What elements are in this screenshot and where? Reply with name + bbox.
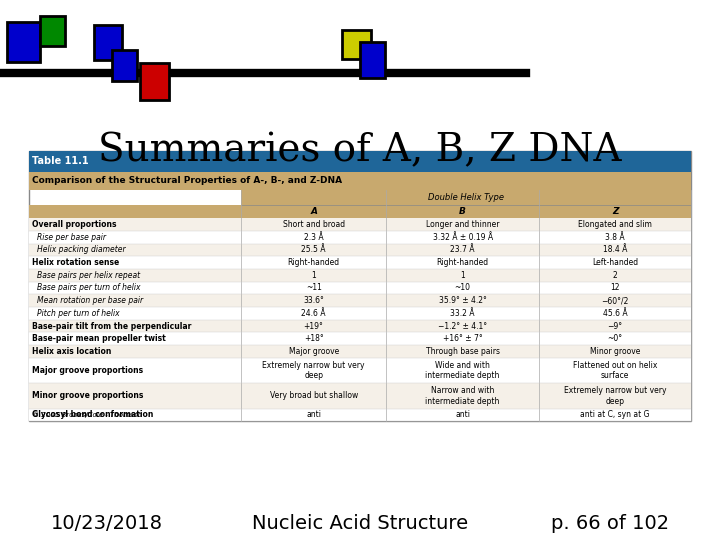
- Text: Narrow and with
intermediate depth: Narrow and with intermediate depth: [426, 386, 500, 406]
- Text: Summaries of A, B, Z DNA: Summaries of A, B, Z DNA: [98, 133, 622, 170]
- Text: Pitch per turn of helix: Pitch per turn of helix: [37, 309, 120, 318]
- Text: p. 66 of 102: p. 66 of 102: [552, 514, 670, 534]
- Bar: [140, 63, 169, 100]
- Text: Table 11.1: Table 11.1: [32, 157, 89, 166]
- Bar: [29, 294, 691, 307]
- Bar: [29, 383, 691, 408]
- Text: ~0°: ~0°: [608, 334, 623, 343]
- Text: Longer and thinner: Longer and thinner: [426, 220, 500, 229]
- Text: Mean rotation per base pair: Mean rotation per base pair: [37, 296, 143, 305]
- Text: 35.9° ± 4.2°: 35.9° ± 4.2°: [438, 296, 487, 305]
- Text: +18°: +18°: [304, 334, 323, 343]
- Text: 1: 1: [460, 271, 465, 280]
- Text: ~10: ~10: [454, 284, 471, 293]
- Text: Major groove: Major groove: [289, 347, 338, 356]
- Text: 18.4 Å: 18.4 Å: [603, 245, 627, 254]
- Text: Glycosyl bond conformation: Glycosyl bond conformation: [32, 410, 154, 420]
- Text: Minor groove: Minor groove: [590, 347, 640, 356]
- Bar: [29, 231, 691, 244]
- Text: Base-pair mean propeller twist: Base-pair mean propeller twist: [32, 334, 166, 343]
- Bar: [29, 218, 691, 231]
- Text: 3.32 Å ± 0.19 Å: 3.32 Å ± 0.19 Å: [433, 233, 492, 242]
- Text: Very broad but shallow: Very broad but shallow: [269, 392, 358, 400]
- Text: Wide and with
intermediate depth: Wide and with intermediate depth: [426, 361, 500, 380]
- Text: 25.5 Å: 25.5 Å: [302, 245, 326, 254]
- Bar: [29, 307, 691, 320]
- Text: 1: 1: [311, 271, 316, 280]
- Text: Flattened out on helix
surface: Flattened out on helix surface: [573, 361, 657, 380]
- Text: ~11: ~11: [306, 284, 322, 293]
- Text: Extremely narrow but very
deep: Extremely narrow but very deep: [262, 361, 365, 380]
- Text: © 2005 Brooks/Cole - Thomson: © 2005 Brooks/Cole - Thomson: [32, 412, 143, 418]
- Text: Nucleic Acid Structure: Nucleic Acid Structure: [252, 514, 468, 534]
- Bar: [29, 345, 691, 357]
- Bar: [7, 22, 40, 62]
- Text: Double Helix Type: Double Helix Type: [428, 193, 504, 201]
- Bar: [29, 408, 691, 421]
- Bar: [29, 151, 691, 421]
- Text: Extremely narrow but very
deep: Extremely narrow but very deep: [564, 386, 666, 406]
- Text: Left-handed: Left-handed: [592, 258, 638, 267]
- Text: Right-handed: Right-handed: [436, 258, 489, 267]
- Bar: [29, 332, 691, 345]
- Text: 33.6°: 33.6°: [303, 296, 324, 305]
- Text: anti: anti: [455, 410, 470, 420]
- Text: +16° ± 7°: +16° ± 7°: [443, 334, 482, 343]
- Text: Z: Z: [612, 207, 618, 216]
- Bar: [29, 269, 691, 281]
- Text: 2.3 Å: 2.3 Å: [304, 233, 323, 242]
- Text: Base pairs per turn of helix: Base pairs per turn of helix: [37, 284, 141, 293]
- Text: B: B: [459, 207, 466, 216]
- Text: 24.6 Å: 24.6 Å: [302, 309, 326, 318]
- Text: 3.8 Å: 3.8 Å: [606, 233, 625, 242]
- Text: Major groove proportions: Major groove proportions: [32, 366, 143, 375]
- Bar: [29, 151, 691, 172]
- Text: −60°/2: −60°/2: [601, 296, 629, 305]
- Bar: [29, 320, 691, 332]
- Text: Base-pair tilt from the perpendicular: Base-pair tilt from the perpendicular: [32, 321, 192, 330]
- Text: Comparison of the Structural Properties of A-, B-, and Z-DNA: Comparison of the Structural Properties …: [32, 176, 343, 185]
- Text: Helix rotation sense: Helix rotation sense: [32, 258, 120, 267]
- Bar: [29, 256, 691, 269]
- Bar: [29, 281, 691, 294]
- Text: A: A: [310, 207, 317, 216]
- Text: Right-handed: Right-handed: [287, 258, 340, 267]
- Text: Short and broad: Short and broad: [282, 220, 345, 229]
- Bar: [240, 190, 691, 205]
- Bar: [29, 205, 691, 218]
- Text: anti at C, syn at G: anti at C, syn at G: [580, 410, 649, 420]
- Text: Base pairs per helix repeat: Base pairs per helix repeat: [37, 271, 140, 280]
- Bar: [94, 25, 122, 60]
- Text: +19°: +19°: [304, 321, 323, 330]
- Text: 10/23/2018: 10/23/2018: [50, 514, 163, 534]
- Text: Helix axis location: Helix axis location: [32, 347, 112, 356]
- Text: Elongated and slim: Elongated and slim: [578, 220, 652, 229]
- Text: Minor groove proportions: Minor groove proportions: [32, 392, 144, 400]
- Bar: [29, 172, 691, 190]
- Text: 2: 2: [613, 271, 617, 280]
- Text: 33.2 Å: 33.2 Å: [451, 309, 475, 318]
- Text: −1.2° ± 4.1°: −1.2° ± 4.1°: [438, 321, 487, 330]
- Bar: [112, 50, 137, 81]
- Text: 12: 12: [611, 284, 620, 293]
- Text: Through base pairs: Through base pairs: [426, 347, 500, 356]
- Bar: [29, 357, 691, 383]
- Text: −9°: −9°: [608, 321, 623, 330]
- Text: anti: anti: [306, 410, 321, 420]
- Text: Overall proportions: Overall proportions: [32, 220, 117, 229]
- Text: 23.7 Å: 23.7 Å: [451, 245, 475, 254]
- Bar: [360, 42, 385, 78]
- Bar: [29, 244, 691, 256]
- Text: Rise per base pair: Rise per base pair: [37, 233, 107, 242]
- Text: 45.6 Å: 45.6 Å: [603, 309, 627, 318]
- Text: Helix packing diameter: Helix packing diameter: [37, 245, 126, 254]
- Bar: [40, 16, 65, 46]
- Bar: [342, 30, 371, 59]
